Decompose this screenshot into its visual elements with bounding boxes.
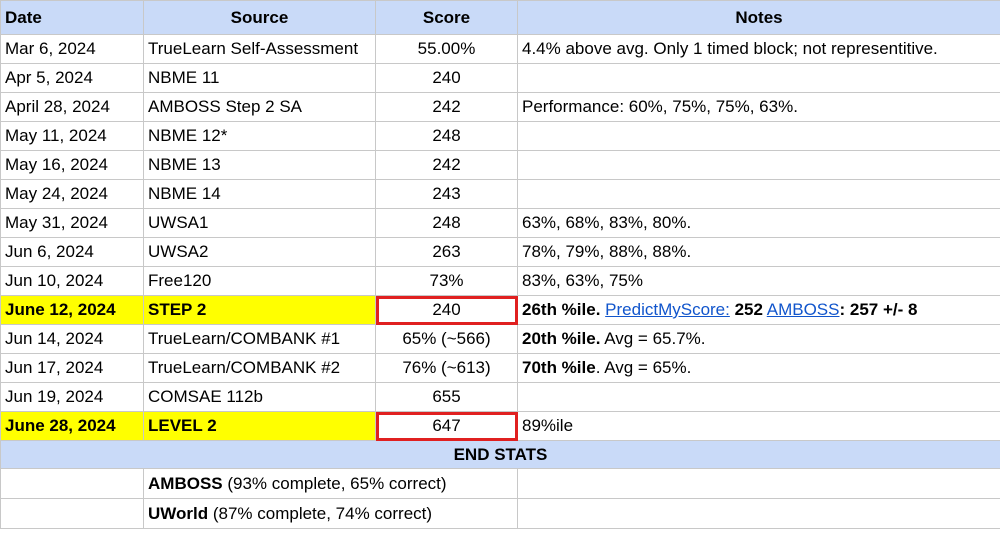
header-score[interactable]: Score: [375, 0, 518, 35]
table-row: May 11, 2024 NBME 12* 248: [0, 121, 1000, 151]
date-cell[interactable]: Jun 17, 2024: [0, 353, 144, 383]
stats-cell[interactable]: AMBOSS (93% complete, 65% correct): [143, 468, 518, 499]
date-cell[interactable]: June 12, 2024: [0, 295, 144, 325]
table-row: Apr 5, 2024 NBME 11 240: [0, 63, 1000, 93]
table-row-step2: June 12, 2024 STEP 2 240 26th %ile. Pred…: [0, 295, 1000, 325]
table-row: May 24, 2024 NBME 14 243: [0, 179, 1000, 209]
source-cell[interactable]: COMSAE 112b: [143, 382, 376, 412]
notes-cell[interactable]: 63%, 68%, 83%, 80%.: [517, 208, 1000, 238]
percentile-text: 70th %ile: [522, 358, 596, 377]
header-source[interactable]: Source: [143, 0, 376, 35]
source-cell[interactable]: STEP 2: [143, 295, 376, 325]
notes-cell[interactable]: 70th %ile. Avg = 65%.: [517, 353, 1000, 383]
amboss-value: : 257 +/- 8: [839, 300, 918, 319]
empty-cell[interactable]: [0, 498, 144, 529]
score-cell[interactable]: 242: [375, 92, 518, 122]
stats-detail: (87% complete, 74% correct): [208, 504, 433, 523]
score-cell[interactable]: 55.00%: [375, 34, 518, 64]
source-cell[interactable]: Free120: [143, 266, 376, 296]
date-cell[interactable]: Jun 6, 2024: [0, 237, 144, 267]
amboss-link[interactable]: AMBOSS: [766, 300, 840, 319]
score-cell[interactable]: 73%: [375, 266, 518, 296]
score-cell[interactable]: 655: [375, 382, 518, 412]
predictmyscore-link[interactable]: PredictMyScore:: [605, 300, 730, 319]
source-cell[interactable]: TrueLearn/COMBANK #1: [143, 324, 376, 354]
header-notes[interactable]: Notes: [517, 0, 1000, 35]
score-cell[interactable]: 243: [375, 179, 518, 209]
source-cell[interactable]: TrueLearn Self-Assessment: [143, 34, 376, 64]
header-row: Date Source Score Notes: [0, 0, 1000, 35]
header-date[interactable]: Date: [0, 0, 144, 35]
score-cell[interactable]: 65% (~566): [375, 324, 518, 354]
score-cell[interactable]: 263: [375, 237, 518, 267]
notes-cell[interactable]: 89%ile: [517, 411, 1000, 441]
notes-cell[interactable]: [517, 63, 1000, 93]
score-table: Date Source Score Notes Mar 6, 2024 True…: [0, 0, 1000, 529]
table-row: Jun 6, 2024 UWSA2 263 78%, 79%, 88%, 88%…: [0, 237, 1000, 267]
stats-cell[interactable]: UWorld (87% complete, 74% correct): [143, 498, 518, 529]
notes-cell[interactable]: Performance: 60%, 75%, 75%, 63%.: [517, 92, 1000, 122]
source-cell[interactable]: TrueLearn/COMBANK #2: [143, 353, 376, 383]
table-row: Mar 6, 2024 TrueLearn Self-Assessment 55…: [0, 34, 1000, 64]
source-cell[interactable]: NBME 13: [143, 150, 376, 180]
end-stats-title[interactable]: END STATS: [0, 440, 1000, 469]
empty-cell[interactable]: [517, 498, 1000, 529]
date-cell[interactable]: May 24, 2024: [0, 179, 144, 209]
stats-row: UWorld (87% complete, 74% correct): [0, 498, 1000, 529]
date-cell[interactable]: Apr 5, 2024: [0, 63, 144, 93]
date-cell[interactable]: Jun 10, 2024: [0, 266, 144, 296]
score-cell[interactable]: 248: [375, 121, 518, 151]
notes-cell[interactable]: [517, 121, 1000, 151]
table-row: May 16, 2024 NBME 13 242: [0, 150, 1000, 180]
percentile-text: 26th %ile.: [522, 300, 601, 319]
source-cell[interactable]: UWSA2: [143, 237, 376, 267]
notes-cell[interactable]: 26th %ile. PredictMyScore: 252 AMBOSS: 2…: [517, 295, 1000, 325]
table-row: Jun 19, 2024 COMSAE 112b 655: [0, 382, 1000, 412]
date-cell[interactable]: April 28, 2024: [0, 92, 144, 122]
table-row: April 28, 2024 AMBOSS Step 2 SA 242 Perf…: [0, 92, 1000, 122]
stats-name: AMBOSS: [148, 474, 223, 493]
end-stats-row: END STATS: [0, 440, 1000, 469]
notes-cell[interactable]: [517, 179, 1000, 209]
notes-cell[interactable]: 4.4% above avg. Only 1 timed block; not …: [517, 34, 1000, 64]
date-cell[interactable]: May 11, 2024: [0, 121, 144, 151]
stats-detail: (93% complete, 65% correct): [222, 474, 447, 493]
notes-text: . Avg = 65%.: [595, 358, 692, 377]
date-cell[interactable]: May 16, 2024: [0, 150, 144, 180]
predictmyscore-value: 252: [729, 300, 763, 319]
table-row: Jun 17, 2024 TrueLearn/COMBANK #2 76% (~…: [0, 353, 1000, 383]
stats-row: AMBOSS (93% complete, 65% correct): [0, 468, 1000, 499]
source-cell[interactable]: UWSA1: [143, 208, 376, 238]
source-cell[interactable]: NBME 14: [143, 179, 376, 209]
source-cell[interactable]: LEVEL 2: [143, 411, 376, 441]
score-cell[interactable]: 240: [375, 63, 518, 93]
notes-cell[interactable]: 78%, 79%, 88%, 88%.: [517, 237, 1000, 267]
date-cell[interactable]: Jun 19, 2024: [0, 382, 144, 412]
date-cell[interactable]: June 28, 2024: [0, 411, 144, 441]
date-cell[interactable]: Mar 6, 2024: [0, 34, 144, 64]
empty-cell[interactable]: [0, 468, 144, 499]
stats-name: UWorld: [148, 504, 209, 523]
notes-cell[interactable]: 20th %ile. Avg = 65.7%.: [517, 324, 1000, 354]
table-row: Jun 10, 2024 Free120 73% 83%, 63%, 75%: [0, 266, 1000, 296]
source-cell[interactable]: NBME 12*: [143, 121, 376, 151]
table-row: May 31, 2024 UWSA1 248 63%, 68%, 83%, 80…: [0, 208, 1000, 238]
source-cell[interactable]: NBME 11: [143, 63, 376, 93]
date-cell[interactable]: May 31, 2024: [0, 208, 144, 238]
notes-cell[interactable]: [517, 150, 1000, 180]
score-cell-boxed[interactable]: 240: [375, 295, 518, 325]
score-cell[interactable]: 242: [375, 150, 518, 180]
score-cell[interactable]: 248: [375, 208, 518, 238]
percentile-text: 20th %ile.: [522, 329, 601, 348]
notes-text: Avg = 65.7%.: [600, 329, 706, 348]
notes-cell[interactable]: 83%, 63%, 75%: [517, 266, 1000, 296]
table-row: Jun 14, 2024 TrueLearn/COMBANK #1 65% (~…: [0, 324, 1000, 354]
notes-cell[interactable]: [517, 382, 1000, 412]
table-row-level2: June 28, 2024 LEVEL 2 647 89%ile: [0, 411, 1000, 441]
score-cell-boxed[interactable]: 647: [375, 411, 518, 441]
score-cell[interactable]: 76% (~613): [375, 353, 518, 383]
date-cell[interactable]: Jun 14, 2024: [0, 324, 144, 354]
empty-cell[interactable]: [517, 468, 1000, 499]
source-cell[interactable]: AMBOSS Step 2 SA: [143, 92, 376, 122]
